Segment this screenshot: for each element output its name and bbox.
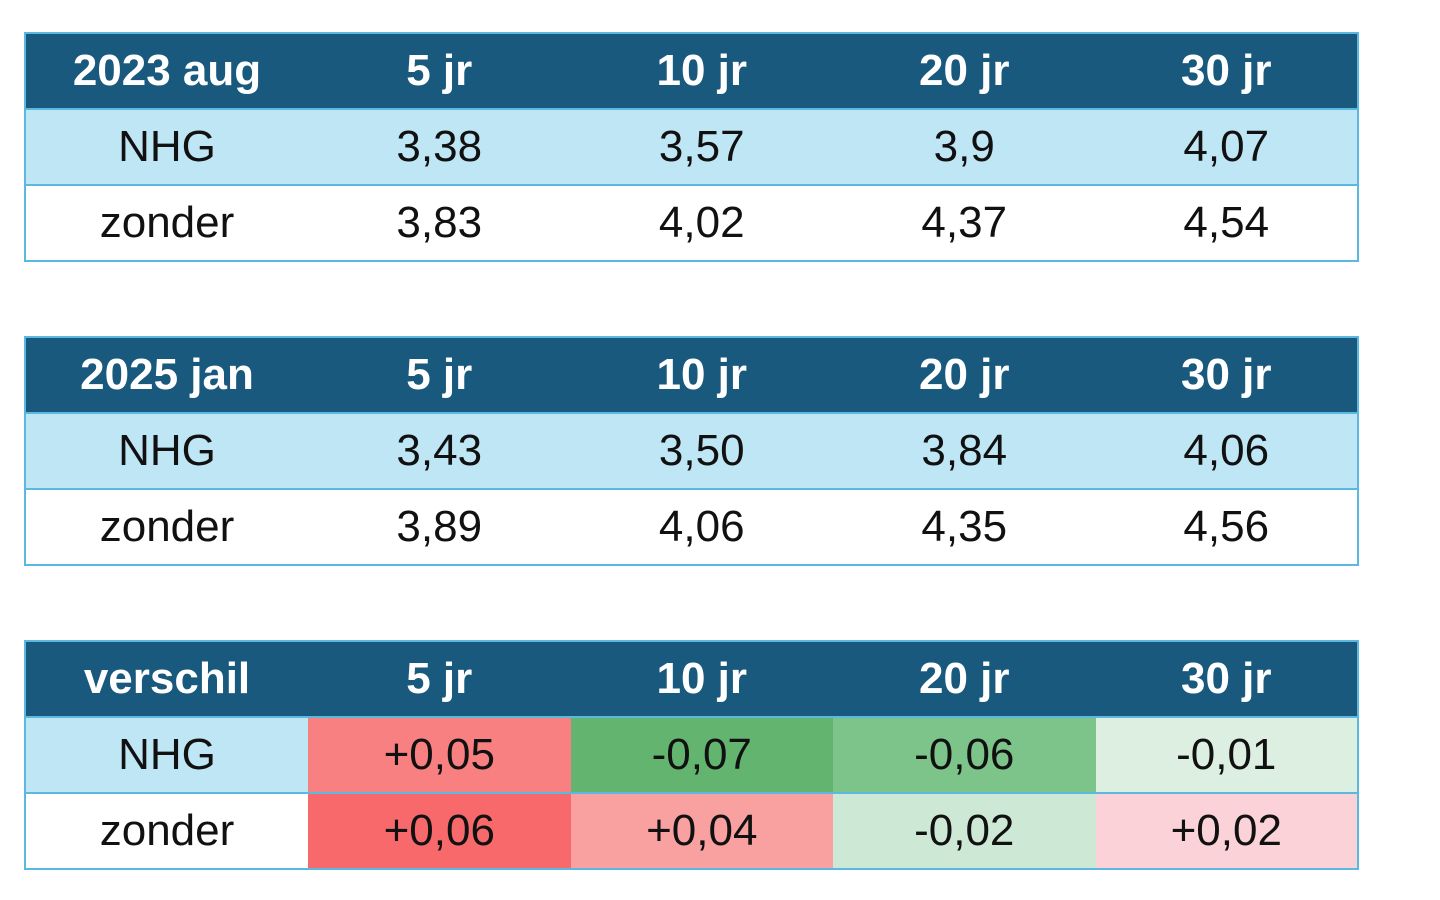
table: verschil 5 jr 10 jr 20 jr 30 jr NHG +0,05 -0,07… (24, 640, 1359, 870)
cell: 4,06 (1095, 412, 1358, 489)
header-cell: 5 jr (308, 33, 571, 109)
cell: +0,05 (308, 716, 571, 793)
cell: -0,02 (833, 792, 1096, 869)
cell: 3,89 (308, 488, 571, 565)
cell: 3,50 (570, 412, 833, 489)
cell: 3,57 (570, 108, 833, 185)
cell: 3,38 (308, 108, 571, 185)
header-cell: 5 jr (308, 641, 571, 717)
cell: 4,06 (570, 488, 833, 565)
header-cell: 20 jr (833, 641, 1096, 717)
header-cell: 30 jr (1095, 641, 1358, 717)
table: 2023 aug 5 jr 10 jr 20 jr 30 jr NHG 3,38 3,57 3,… (24, 32, 1359, 262)
cell: 3,84 (833, 412, 1096, 489)
header-cell: 10 jr (570, 641, 833, 717)
header-cell: 20 jr (833, 33, 1096, 109)
cell: 4,07 (1095, 108, 1358, 185)
header-cell: 10 jr (570, 33, 833, 109)
cell: 3,83 (308, 184, 571, 261)
row: NHG +0,05 -0,07 -0,06 -0,01 (25, 716, 1358, 793)
header-cell: verschil (25, 641, 308, 717)
row: NHG 3,43 3,50 3,84 4,06 (25, 412, 1358, 489)
cell: 4,56 (1095, 488, 1358, 565)
row-label: NHG (25, 108, 308, 185)
row: zonder 3,89 4,06 4,35 4,56 (25, 488, 1358, 565)
cell: -0,06 (833, 716, 1096, 793)
header-cell: 30 jr (1095, 33, 1358, 109)
cell: 3,43 (308, 412, 571, 489)
header-row: 2025 jan 5 jr 10 jr 20 jr 30 jr (25, 337, 1358, 413)
row-label: NHG (25, 412, 308, 489)
table: 2025 jan 5 jr 10 jr 20 jr 30 jr NHG 3,43 3,50 3,… (24, 336, 1359, 566)
cell: +0,04 (570, 792, 833, 869)
header-cell: 5 jr (308, 337, 571, 413)
cell: 3,9 (833, 108, 1096, 185)
header-cell: 2025 jan (25, 337, 308, 413)
header-cell: 30 jr (1095, 337, 1358, 413)
row-label: NHG (25, 716, 308, 793)
row-label: zonder (25, 792, 308, 869)
row-label: zonder (25, 184, 308, 261)
cell: -0,07 (570, 716, 833, 793)
row: zonder 3,83 4,02 4,37 4,54 (25, 184, 1358, 261)
row-label: zonder (25, 488, 308, 565)
row: zonder +0,06 +0,04 -0,02 +0,02 (25, 792, 1358, 869)
header-cell: 2023 aug (25, 33, 308, 109)
header-cell: 10 jr (570, 337, 833, 413)
header-cell: 20 jr (833, 337, 1096, 413)
row: NHG 3,38 3,57 3,9 4,07 (25, 108, 1358, 185)
cell: -0,01 (1095, 716, 1358, 793)
header-row: verschil 5 jr 10 jr 20 jr 30 jr (25, 641, 1358, 717)
cell: 4,35 (833, 488, 1096, 565)
cell: 4,02 (570, 184, 833, 261)
cell: +0,02 (1095, 792, 1358, 869)
cell: 4,54 (1095, 184, 1358, 261)
cell: 4,37 (833, 184, 1096, 261)
header-row: 2023 aug 5 jr 10 jr 20 jr 30 jr (25, 33, 1358, 109)
cell: +0,06 (308, 792, 571, 869)
